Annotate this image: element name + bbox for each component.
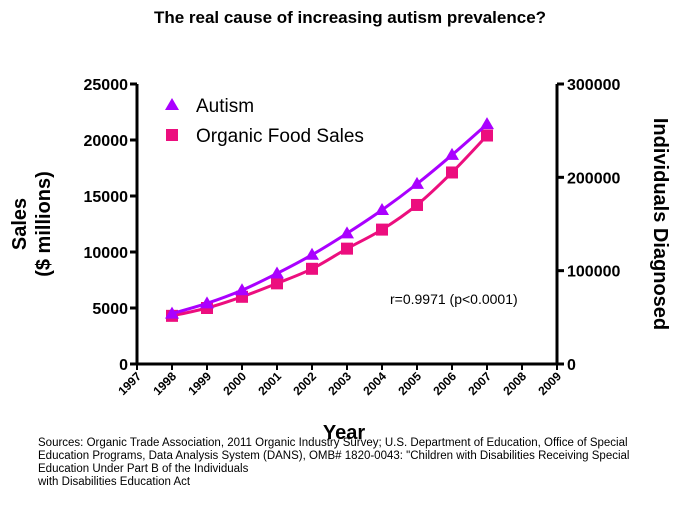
x-tick-label: 2003 bbox=[325, 369, 354, 398]
x-tick-label: 2005 bbox=[395, 369, 424, 398]
correlation-annotation: r=0.9971 (p<0.0001) bbox=[390, 291, 518, 307]
x-axis-label: Year bbox=[323, 422, 365, 444]
data-point bbox=[165, 306, 179, 319]
y-right-tick-label: 0 bbox=[567, 357, 576, 374]
x-tick-label: 1999 bbox=[185, 369, 214, 398]
chart-title: The real cause of increasing autism prev… bbox=[153, 8, 547, 27]
x-tick-label: 2002 bbox=[290, 369, 319, 398]
x-tick-label: 2004 bbox=[360, 369, 389, 398]
series-line bbox=[171, 134, 489, 318]
x-tick-label: 2006 bbox=[430, 369, 459, 398]
x-tick-label: 2007 bbox=[465, 369, 494, 398]
y-left-tick-label: 0 bbox=[119, 357, 128, 374]
y-right-tick-label: 200000 bbox=[567, 170, 620, 187]
data-point bbox=[341, 242, 353, 255]
data-point bbox=[481, 129, 493, 142]
legend-label: Autism bbox=[196, 96, 254, 117]
series-line bbox=[171, 123, 488, 316]
x-tick-label: 2000 bbox=[220, 369, 249, 398]
data-point bbox=[445, 147, 459, 160]
data-point bbox=[376, 223, 388, 236]
data-point bbox=[410, 176, 424, 189]
sources-line: Education Programs, Data Analysis System… bbox=[38, 450, 630, 462]
legend-marker bbox=[165, 98, 179, 110]
legend: Autism Organic Food Sales bbox=[165, 96, 364, 147]
y-left-tick-label: 25000 bbox=[84, 77, 129, 94]
legend-marker bbox=[166, 129, 178, 141]
sources-line: Education Under Part B of the Individual… bbox=[38, 463, 249, 475]
x-tick-label: 2008 bbox=[500, 369, 529, 398]
y-axis-left-label-line1: Sales bbox=[9, 198, 31, 250]
data-point bbox=[271, 277, 283, 290]
y-axis-left-label-line2: ($ millions) bbox=[33, 171, 55, 277]
legend-label: Organic Food Sales bbox=[196, 126, 364, 147]
data-point bbox=[200, 296, 214, 309]
sources-line: Sources: Organic Trade Association, 2011… bbox=[38, 437, 628, 449]
y-left-tick-label: 20000 bbox=[84, 133, 129, 150]
y-left-tick-label: 10000 bbox=[84, 245, 129, 262]
sources-note: Sources: Organic Trade Association, 2011… bbox=[38, 437, 693, 489]
y-left-tick-label: 15000 bbox=[84, 189, 129, 206]
x-tick-label: 1998 bbox=[150, 369, 179, 398]
sources-line: with Disabilities Education Act bbox=[38, 476, 191, 488]
y-right-tick-label: 300000 bbox=[567, 77, 620, 94]
y-right-tick-label: 100000 bbox=[567, 264, 620, 281]
series-autism bbox=[165, 117, 494, 319]
data-point bbox=[340, 226, 354, 239]
data-point bbox=[305, 247, 319, 260]
data-point bbox=[270, 266, 284, 279]
data-point bbox=[480, 117, 494, 130]
data-point bbox=[306, 262, 318, 275]
series-layer bbox=[165, 117, 494, 322]
data-point bbox=[446, 166, 458, 179]
x-tick-label: 2009 bbox=[535, 369, 564, 398]
data-point bbox=[411, 198, 423, 211]
data-point bbox=[235, 283, 249, 296]
y-left-tick-label: 5000 bbox=[92, 301, 128, 318]
y-axis-right-label: Individuals Diagnosed bbox=[649, 118, 671, 330]
data-point bbox=[375, 203, 389, 215]
x-tick-label: 2001 bbox=[255, 369, 284, 398]
